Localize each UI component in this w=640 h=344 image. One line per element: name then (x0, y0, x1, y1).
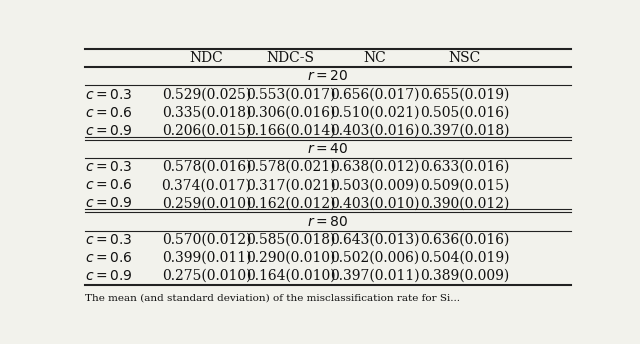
Text: 0.553(0.017): 0.553(0.017) (246, 88, 335, 101)
Text: $c = 0.9$: $c = 0.9$ (85, 124, 132, 138)
Text: 0.504(0.019): 0.504(0.019) (420, 251, 509, 265)
Text: 0.403(0.010): 0.403(0.010) (330, 196, 420, 211)
Text: $c = 0.9$: $c = 0.9$ (85, 196, 132, 211)
Text: 0.570(0.012): 0.570(0.012) (162, 233, 252, 247)
Text: 0.633(0.016): 0.633(0.016) (420, 160, 509, 174)
Text: 0.509(0.015): 0.509(0.015) (420, 178, 509, 192)
Text: $r = 80$: $r = 80$ (307, 215, 349, 228)
Text: 0.206(0.015): 0.206(0.015) (162, 124, 251, 138)
Text: 0.275(0.010): 0.275(0.010) (162, 269, 252, 283)
Text: $r = 20$: $r = 20$ (307, 69, 349, 84)
Text: 0.585(0.018): 0.585(0.018) (246, 233, 335, 247)
Text: NSC: NSC (448, 51, 481, 65)
Text: 0.638(0.012): 0.638(0.012) (330, 160, 420, 174)
Text: The mean (and standard deviation) of the misclassification rate for Si...: The mean (and standard deviation) of the… (85, 294, 460, 303)
Text: $c = 0.3$: $c = 0.3$ (85, 160, 132, 174)
Text: NDC: NDC (189, 51, 223, 65)
Text: 0.317(0.021): 0.317(0.021) (246, 178, 335, 192)
Text: 0.397(0.011): 0.397(0.011) (330, 269, 420, 283)
Text: 0.162(0.012): 0.162(0.012) (246, 196, 335, 211)
Text: $c = 0.3$: $c = 0.3$ (85, 88, 132, 101)
Text: 0.306(0.016): 0.306(0.016) (246, 106, 335, 120)
Text: 0.578(0.021): 0.578(0.021) (246, 160, 335, 174)
Text: 0.389(0.009): 0.389(0.009) (420, 269, 509, 283)
Text: 0.164(0.010): 0.164(0.010) (246, 269, 335, 283)
Text: $r = 40$: $r = 40$ (307, 142, 349, 156)
Text: 0.335(0.018): 0.335(0.018) (162, 106, 251, 120)
Text: 0.502(0.006): 0.502(0.006) (330, 251, 420, 265)
Text: $c = 0.6$: $c = 0.6$ (85, 178, 132, 192)
Text: 0.166(0.014): 0.166(0.014) (246, 124, 335, 138)
Text: NDC-S: NDC-S (267, 51, 315, 65)
Text: 0.643(0.013): 0.643(0.013) (330, 233, 420, 247)
Text: 0.503(0.009): 0.503(0.009) (330, 178, 420, 192)
Text: 0.655(0.019): 0.655(0.019) (420, 88, 509, 101)
Text: 0.578(0.016): 0.578(0.016) (162, 160, 252, 174)
Text: NC: NC (364, 51, 387, 65)
Text: 0.636(0.016): 0.636(0.016) (420, 233, 509, 247)
Text: 0.510(0.021): 0.510(0.021) (330, 106, 420, 120)
Text: 0.397(0.018): 0.397(0.018) (420, 124, 509, 138)
Text: 0.505(0.016): 0.505(0.016) (420, 106, 509, 120)
Text: 0.403(0.016): 0.403(0.016) (330, 124, 420, 138)
Text: 0.656(0.017): 0.656(0.017) (330, 88, 420, 101)
Text: 0.290(0.010): 0.290(0.010) (246, 251, 335, 265)
Text: 0.374(0.017): 0.374(0.017) (162, 178, 252, 192)
Text: $c = 0.9$: $c = 0.9$ (85, 269, 132, 283)
Text: $c = 0.6$: $c = 0.6$ (85, 251, 132, 265)
Text: 0.529(0.025): 0.529(0.025) (162, 88, 251, 101)
Text: $c = 0.3$: $c = 0.3$ (85, 233, 132, 247)
Text: 0.390(0.012): 0.390(0.012) (420, 196, 509, 211)
Text: 0.259(0.010): 0.259(0.010) (162, 196, 251, 211)
Text: 0.399(0.011): 0.399(0.011) (162, 251, 252, 265)
Text: $c = 0.6$: $c = 0.6$ (85, 106, 132, 120)
